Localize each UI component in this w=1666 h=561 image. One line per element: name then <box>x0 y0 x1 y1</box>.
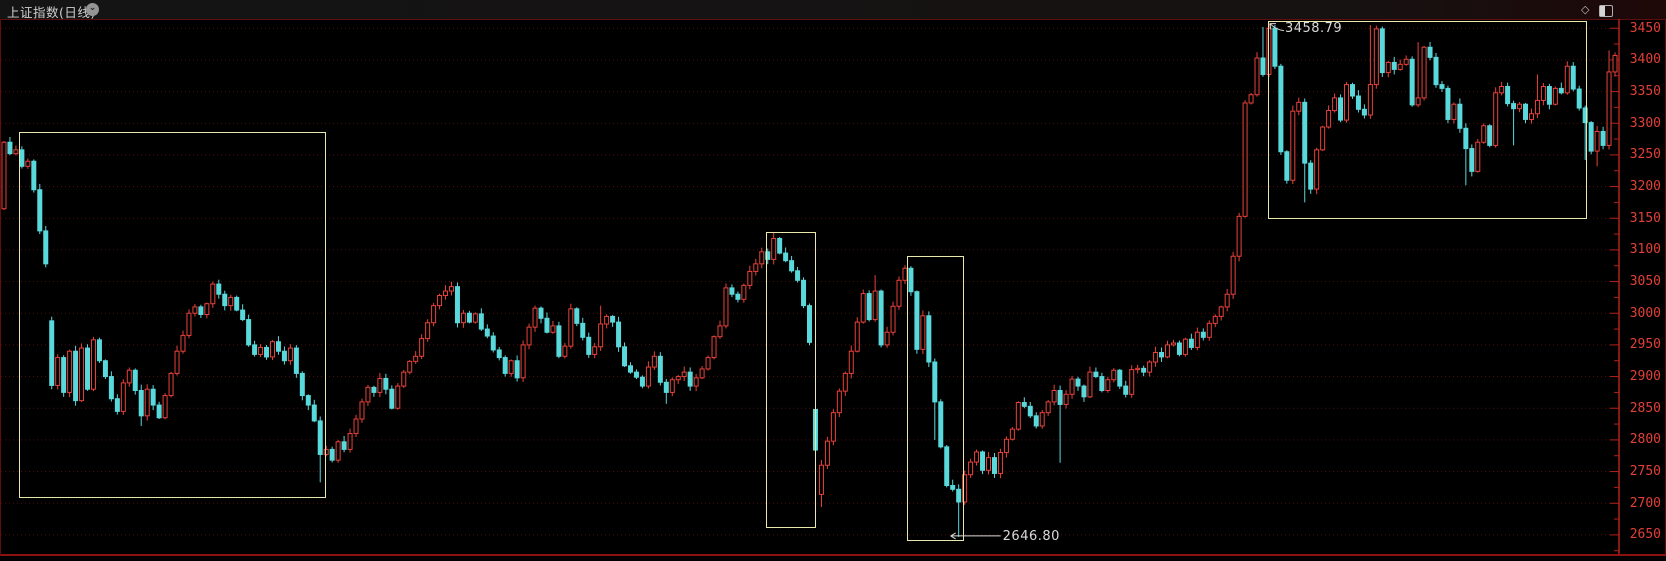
y-axis-label: 2750 <box>1629 464 1661 480</box>
y-axis-label: 2700 <box>1629 495 1661 511</box>
y-axis-label: 3300 <box>1629 115 1661 131</box>
y-axis-label: 2800 <box>1629 432 1661 448</box>
drawn-rectangle-annotation[interactable] <box>18 132 327 499</box>
y-axis-label: 2650 <box>1629 527 1661 543</box>
drawn-rectangle-annotation[interactable] <box>907 256 964 541</box>
diamond-icon[interactable]: ◇ <box>1581 3 1590 16</box>
y-axis-label: 3450 <box>1629 20 1661 36</box>
title-bar: 上证指数(日线) ⌄ ◇ <box>0 0 1666 20</box>
y-axis-label: 3100 <box>1629 242 1661 258</box>
drawn-rectangle-annotation[interactable] <box>1267 21 1587 219</box>
y-axis-label: 2950 <box>1629 337 1661 353</box>
y-axis-label: 3150 <box>1629 210 1661 226</box>
y-axis-label: 3400 <box>1629 52 1661 68</box>
chevron-down-icon[interactable]: ⌄ <box>86 3 99 16</box>
high-price-annotation[interactable]: 3458.79 <box>1284 20 1343 36</box>
chart-title: 上证指数(日线) <box>7 5 96 20</box>
y-axis-label: 2850 <box>1629 400 1661 416</box>
y-axis-label: 3350 <box>1629 84 1661 100</box>
drawn-rectangle-annotation[interactable] <box>765 232 817 529</box>
y-axis-label: 3050 <box>1629 274 1661 290</box>
y-axis-label: 2900 <box>1629 369 1661 385</box>
y-axis-label: 3250 <box>1629 147 1661 163</box>
low-price-annotation[interactable]: 2646.80 <box>1002 528 1060 544</box>
y-axis-label: 3200 <box>1629 179 1661 195</box>
panel-icon[interactable] <box>1599 5 1613 17</box>
y-axis-label: 3000 <box>1629 305 1661 321</box>
